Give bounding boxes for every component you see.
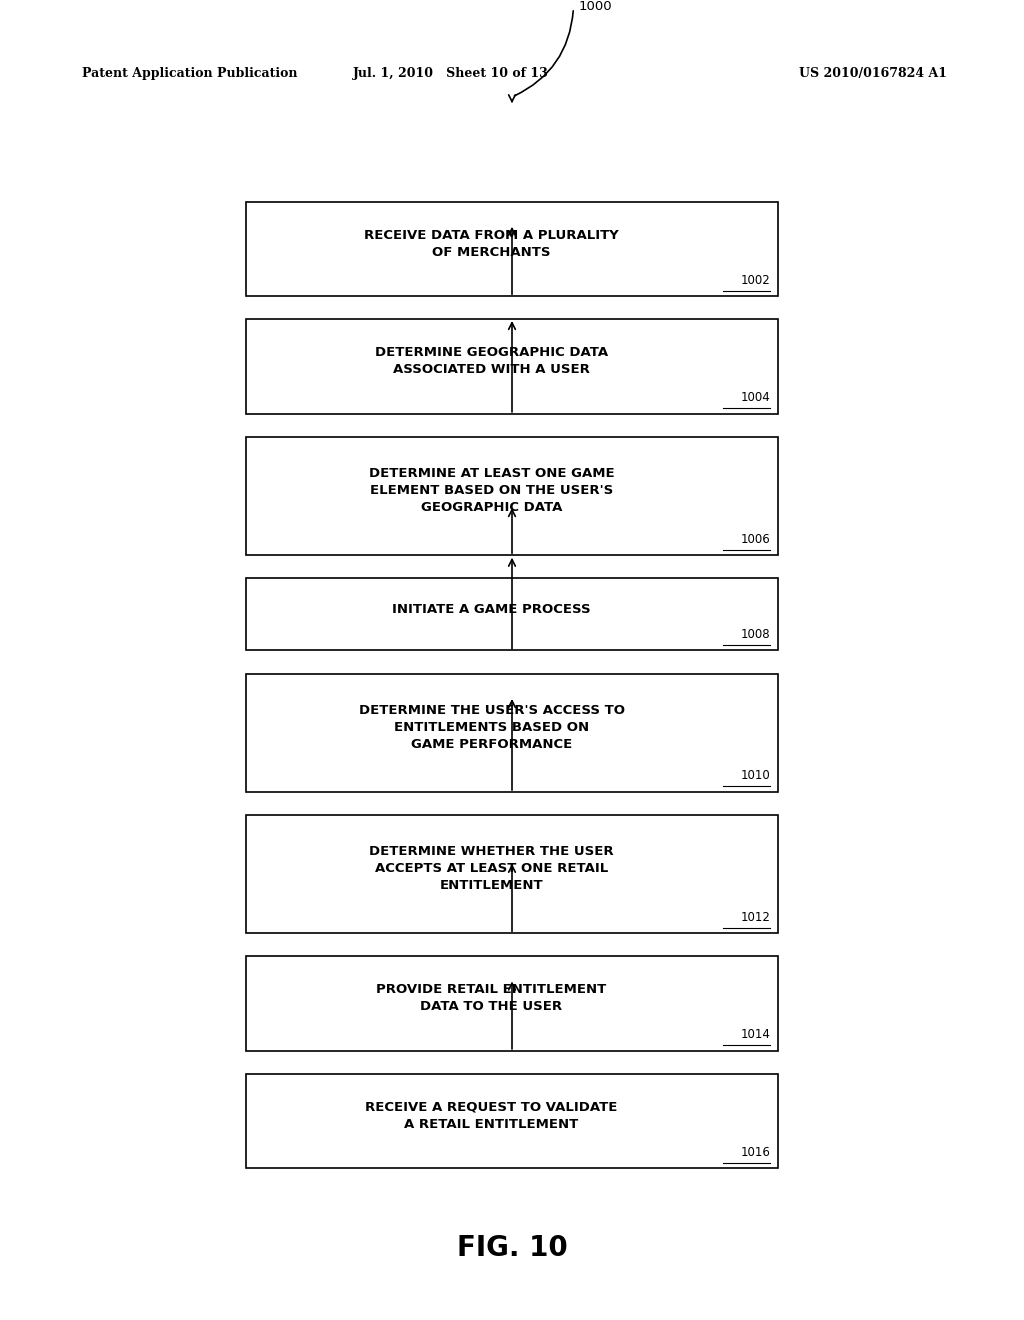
Text: INITIATE A GAME PROCESS: INITIATE A GAME PROCESS [392,603,591,615]
Text: 1004: 1004 [740,392,770,404]
Text: Jul. 1, 2010   Sheet 10 of 13: Jul. 1, 2010 Sheet 10 of 13 [352,67,549,81]
Bar [246,957,778,1051]
Bar [246,319,778,413]
Text: 1008: 1008 [740,628,770,642]
Text: 1000: 1000 [579,0,612,13]
Bar [246,437,778,554]
Text: 1012: 1012 [740,911,770,924]
Text: DETERMINE GEOGRAPHIC DATA
ASSOCIATED WITH A USER: DETERMINE GEOGRAPHIC DATA ASSOCIATED WIT… [375,346,608,376]
Text: DETERMINE THE USER'S ACCESS TO
ENTITLEMENTS BASED ON
GAME PERFORMANCE: DETERMINE THE USER'S ACCESS TO ENTITLEME… [358,704,625,751]
Text: RECEIVE A REQUEST TO VALIDATE
A RETAIL ENTITLEMENT: RECEIVE A REQUEST TO VALIDATE A RETAIL E… [366,1101,617,1131]
Text: PROVIDE RETAIL ENTITLEMENT
DATA TO THE USER: PROVIDE RETAIL ENTITLEMENT DATA TO THE U… [377,983,606,1014]
Text: RECEIVE DATA FROM A PLURALITY
OF MERCHANTS: RECEIVE DATA FROM A PLURALITY OF MERCHAN… [365,228,618,259]
Text: DETERMINE WHETHER THE USER
ACCEPTS AT LEAST ONE RETAIL
ENTITLEMENT: DETERMINE WHETHER THE USER ACCEPTS AT LE… [370,845,613,892]
Bar [246,202,778,296]
Text: US 2010/0167824 A1: US 2010/0167824 A1 [799,67,947,81]
Text: FIG. 10: FIG. 10 [457,1234,567,1262]
Text: 1010: 1010 [740,770,770,783]
Text: 1006: 1006 [740,533,770,545]
Bar [246,1074,778,1168]
Text: 1016: 1016 [740,1146,770,1159]
Bar [246,578,778,651]
Text: 1014: 1014 [740,1028,770,1041]
Text: Patent Application Publication: Patent Application Publication [82,67,297,81]
Bar [246,673,778,792]
Bar [246,816,778,933]
Text: 1002: 1002 [740,273,770,286]
Text: DETERMINE AT LEAST ONE GAME
ELEMENT BASED ON THE USER'S
GEOGRAPHIC DATA: DETERMINE AT LEAST ONE GAME ELEMENT BASE… [369,467,614,515]
